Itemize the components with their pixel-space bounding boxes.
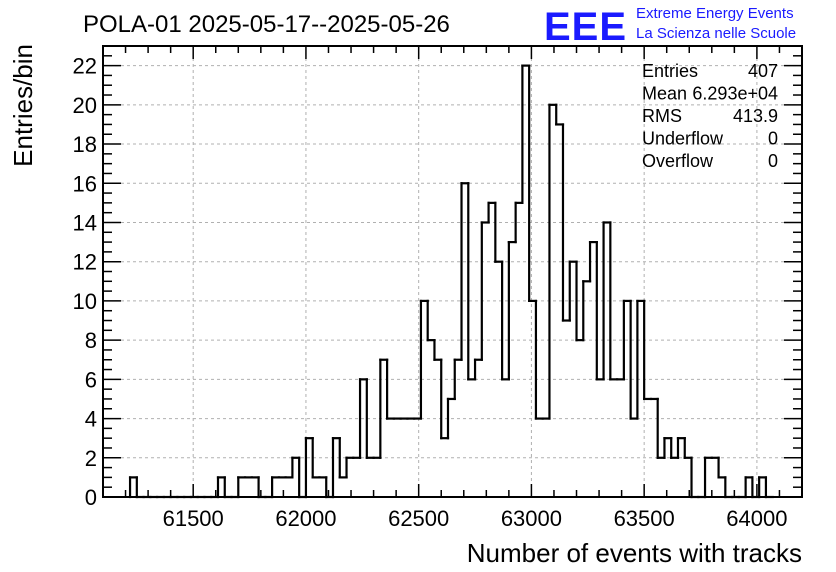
- y-tick-label: 2: [85, 446, 97, 471]
- histogram-bars: [128, 64, 774, 499]
- x-tick-label: 63000: [501, 506, 562, 531]
- x-axis-ticks: 61500 62000 62500 63000 63500 64000: [102, 46, 803, 531]
- y-tick-label: 4: [85, 407, 97, 432]
- stats-value: 0: [768, 151, 778, 171]
- stats-value: 0: [768, 129, 778, 149]
- stats-label: Underflow: [642, 129, 724, 149]
- y-tick-label: 12: [73, 250, 97, 275]
- y-axis-label: Entries/bin: [8, 44, 38, 167]
- y-tick-label: 22: [73, 54, 97, 79]
- y-axis-ticks: 0 2 4 6 8 10 12 14 16 18 20 22: [73, 45, 802, 510]
- x-tick-label: 64000: [726, 506, 787, 531]
- eee-logo: EEE Extreme Energy Events La Scienza nel…: [544, 5, 796, 49]
- chart-title: POLA-01 2025-05-17--2025-05-26: [83, 11, 450, 38]
- y-tick-label: 8: [85, 328, 97, 353]
- x-tick-label: 63500: [614, 506, 675, 531]
- stats-value: 6.293e+04: [692, 84, 778, 104]
- stats-label: Mean: [642, 84, 687, 104]
- y-tick-label: 18: [73, 132, 97, 157]
- y-tick-label: 6: [85, 367, 97, 392]
- stats-label: Entries: [642, 61, 698, 81]
- stats-label: Overflow: [642, 151, 714, 171]
- stats-box: Entries 407 Mean 6.293e+04 RMS 413.9 Underflow…: [642, 61, 778, 171]
- y-tick-label: 20: [73, 93, 97, 118]
- stats-value: 413.9: [733, 106, 778, 126]
- logo-line-2: La Scienza nelle Scuole: [636, 25, 796, 42]
- x-tick-label: 62000: [275, 506, 336, 531]
- x-tick-label: 61500: [163, 506, 224, 531]
- x-tick-label: 62500: [388, 506, 449, 531]
- y-tick-label: 16: [73, 171, 97, 196]
- logo-mark: EEE: [544, 5, 627, 49]
- y-tick-label: 0: [85, 485, 97, 510]
- y-tick-label: 10: [73, 289, 97, 314]
- x-axis-label: Number of events with tracks: [467, 538, 802, 568]
- stats-value: 407: [748, 61, 778, 81]
- y-tick-label: 14: [73, 210, 97, 235]
- logo-line-1: Extreme Energy Events: [636, 5, 794, 22]
- stats-label: RMS: [642, 106, 682, 126]
